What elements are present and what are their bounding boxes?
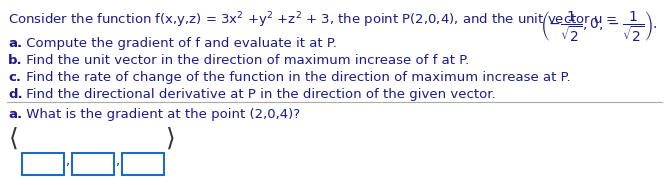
Text: ,: , (65, 155, 69, 168)
Text: a.: a. (8, 37, 22, 50)
Text: d.: d. (8, 88, 23, 101)
Text: Find the directional derivative at P in the direction of the given vector.: Find the directional derivative at P in … (22, 88, 496, 101)
Text: b.: b. (8, 54, 23, 67)
Text: $\langle$: $\langle$ (8, 125, 18, 151)
Text: a.: a. (8, 108, 22, 121)
Text: What is the gradient at the point (2,0,4)?: What is the gradient at the point (2,0,4… (22, 108, 300, 121)
Text: Consider the function f(x,y,z) = 3x$^2$ +y$^2$ +z$^2$ + 3, the point P(2,0,4), a: Consider the function f(x,y,z) = 3x$^2$ … (8, 10, 619, 30)
Text: c.: c. (8, 71, 21, 84)
Text: Find the unit vector in the direction of maximum increase of f at P.: Find the unit vector in the direction of… (22, 54, 469, 67)
Bar (72, 153, 114, 175)
Text: ,: , (115, 155, 119, 168)
Bar (122, 153, 164, 175)
Text: Compute the gradient of f and evaluate it at P.: Compute the gradient of f and evaluate i… (22, 37, 337, 50)
Text: Find the rate of change of the function in the direction of maximum increase at : Find the rate of change of the function … (22, 71, 571, 84)
Bar (22, 153, 64, 175)
Text: $\left(-\dfrac{1}{\sqrt{2}},0,-\dfrac{1}{\sqrt{2}}\right).$: $\left(-\dfrac{1}{\sqrt{2}},0,-\dfrac{1}… (541, 10, 658, 44)
Text: $\rangle$: $\rangle$ (165, 125, 175, 151)
